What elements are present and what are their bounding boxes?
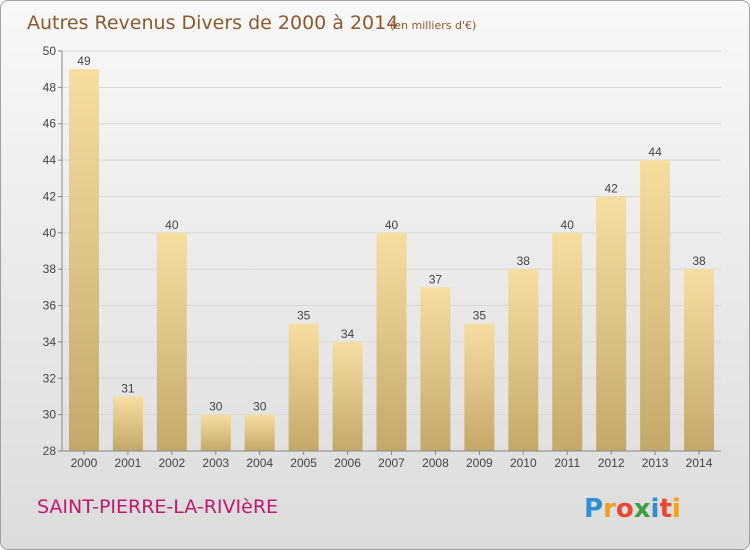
x-tick-label-2003: 2003 bbox=[202, 456, 229, 470]
bar-2004 bbox=[244, 414, 275, 451]
x-tick-label-2011: 2011 bbox=[554, 456, 580, 470]
x-tick-label-2002: 2002 bbox=[158, 456, 185, 470]
bar-2012 bbox=[596, 196, 627, 451]
logo-letter: P bbox=[584, 494, 603, 524]
x-tick-label-2010: 2010 bbox=[510, 456, 537, 470]
logo-letter: i bbox=[672, 494, 681, 524]
bar-2001 bbox=[112, 396, 143, 451]
data-label-2000: 49 bbox=[77, 54, 91, 68]
data-label-2003: 30 bbox=[209, 400, 223, 414]
data-label-2002: 40 bbox=[165, 218, 179, 232]
x-tick-label-2001: 2001 bbox=[115, 456, 142, 470]
data-label-2008: 37 bbox=[429, 272, 443, 286]
y-tick-label: 34 bbox=[43, 335, 57, 349]
bar-2009 bbox=[464, 323, 495, 451]
logo-letter: r bbox=[603, 494, 616, 524]
y-tick-label: 42 bbox=[43, 189, 57, 203]
y-tick-label: 30 bbox=[43, 408, 57, 422]
y-tick-label: 36 bbox=[43, 299, 57, 313]
data-label-2004: 30 bbox=[253, 400, 267, 414]
data-label-2001: 31 bbox=[121, 381, 135, 395]
bar-2010 bbox=[508, 269, 539, 451]
y-tick-label: 48 bbox=[43, 80, 57, 94]
data-label-2014: 38 bbox=[692, 254, 706, 268]
bar-2003 bbox=[200, 414, 231, 451]
logo-letter: i bbox=[651, 494, 660, 524]
y-tick-label: 46 bbox=[43, 117, 57, 131]
data-label-2006: 34 bbox=[341, 327, 355, 341]
logo-letter: x bbox=[634, 494, 651, 524]
bar-2006 bbox=[332, 341, 363, 451]
data-label-2005: 35 bbox=[297, 309, 311, 323]
bar-2005 bbox=[288, 323, 319, 451]
x-tick-label-2008: 2008 bbox=[422, 456, 449, 470]
x-tick-label-2014: 2014 bbox=[686, 456, 713, 470]
bar-2013 bbox=[640, 160, 671, 451]
x-tick-label-2012: 2012 bbox=[598, 456, 625, 470]
y-tick-label: 44 bbox=[43, 153, 57, 167]
logo-letter: o bbox=[616, 494, 634, 524]
x-tick-label-2009: 2009 bbox=[466, 456, 493, 470]
logo-text: Proxiti bbox=[584, 494, 681, 524]
logo-letter: t bbox=[659, 494, 671, 524]
chart-subtitle: (en milliers d'€) bbox=[390, 19, 476, 32]
bar-2008 bbox=[420, 287, 451, 451]
data-labels: 49 31 40 30 30 35 34 40 37 35 38 40 42 44 38 bbox=[77, 54, 706, 413]
y-tick-label: 38 bbox=[43, 262, 57, 276]
data-label-2012: 42 bbox=[604, 181, 618, 195]
x-tick-label-2004: 2004 bbox=[246, 456, 273, 470]
y-tick-label: 28 bbox=[43, 444, 57, 458]
x-tick-label-2000: 2000 bbox=[71, 456, 98, 470]
proxiti-logo: Proxiti bbox=[584, 494, 681, 524]
data-label-2011: 40 bbox=[561, 218, 575, 232]
town-name: SAINT-PIERRE-LA-RIVIèRE bbox=[37, 496, 278, 518]
y-tick-label: 40 bbox=[43, 226, 57, 240]
data-label-2009: 35 bbox=[473, 309, 487, 323]
chart-title: Autres Revenus Divers de 2000 à 2014 bbox=[27, 12, 398, 34]
bars bbox=[68, 69, 715, 451]
y-tick-label: 50 bbox=[43, 44, 57, 58]
bar-2000 bbox=[68, 69, 99, 451]
x-tick-label-2006: 2006 bbox=[334, 456, 361, 470]
axes: 28 30 32 34 36 38 40 42 44 46 48 50 2000 2001 2002 2003… bbox=[43, 44, 721, 470]
x-tick-label-2005: 2005 bbox=[290, 456, 317, 470]
data-label-2010: 38 bbox=[517, 254, 531, 268]
bar-2011 bbox=[552, 232, 583, 451]
bar-2002 bbox=[156, 232, 187, 451]
x-tick-label-2013: 2013 bbox=[642, 456, 669, 470]
x-tick-label-2007: 2007 bbox=[378, 456, 405, 470]
data-label-2007: 40 bbox=[385, 218, 399, 232]
y-tick-label: 32 bbox=[43, 371, 57, 385]
bar-2007 bbox=[376, 232, 407, 451]
data-label-2013: 44 bbox=[648, 145, 662, 159]
bar-2014 bbox=[684, 269, 715, 451]
